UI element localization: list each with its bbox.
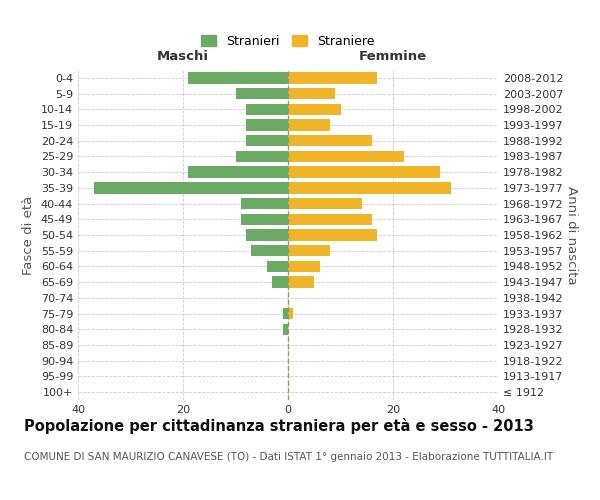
Bar [94, 182, 288, 194]
Legend: Stranieri, Straniere: Stranieri, Straniere [196, 30, 380, 53]
Bar [288, 166, 440, 178]
Bar [283, 308, 288, 319]
Bar [288, 198, 361, 209]
Bar [272, 276, 288, 288]
Bar [288, 182, 451, 194]
Bar [267, 261, 288, 272]
Bar [288, 308, 293, 319]
Text: COMUNE DI SAN MAURIZIO CANAVESE (TO) - Dati ISTAT 1° gennaio 2013 - Elaborazione: COMUNE DI SAN MAURIZIO CANAVESE (TO) - D… [24, 452, 553, 462]
Bar [288, 135, 372, 146]
Bar [241, 198, 288, 209]
Y-axis label: Fasce di età: Fasce di età [22, 196, 35, 274]
Bar [188, 72, 288, 84]
Bar [288, 245, 330, 256]
Bar [288, 151, 404, 162]
Bar [241, 214, 288, 225]
Text: Popolazione per cittadinanza straniera per età e sesso - 2013: Popolazione per cittadinanza straniera p… [24, 418, 534, 434]
Bar [246, 120, 288, 130]
Bar [288, 72, 377, 84]
Bar [288, 230, 377, 240]
Text: Femmine: Femmine [359, 50, 427, 64]
Text: Maschi: Maschi [157, 50, 209, 64]
Bar [288, 261, 320, 272]
Bar [246, 104, 288, 115]
Bar [188, 166, 288, 178]
Bar [283, 324, 288, 335]
Bar [251, 245, 288, 256]
Bar [288, 120, 330, 130]
Bar [235, 151, 288, 162]
Bar [288, 88, 335, 99]
Bar [288, 214, 372, 225]
Bar [246, 230, 288, 240]
Bar [288, 276, 314, 288]
Bar [246, 135, 288, 146]
Bar [288, 104, 341, 115]
Y-axis label: Anni di nascita: Anni di nascita [565, 186, 578, 284]
Bar [235, 88, 288, 99]
